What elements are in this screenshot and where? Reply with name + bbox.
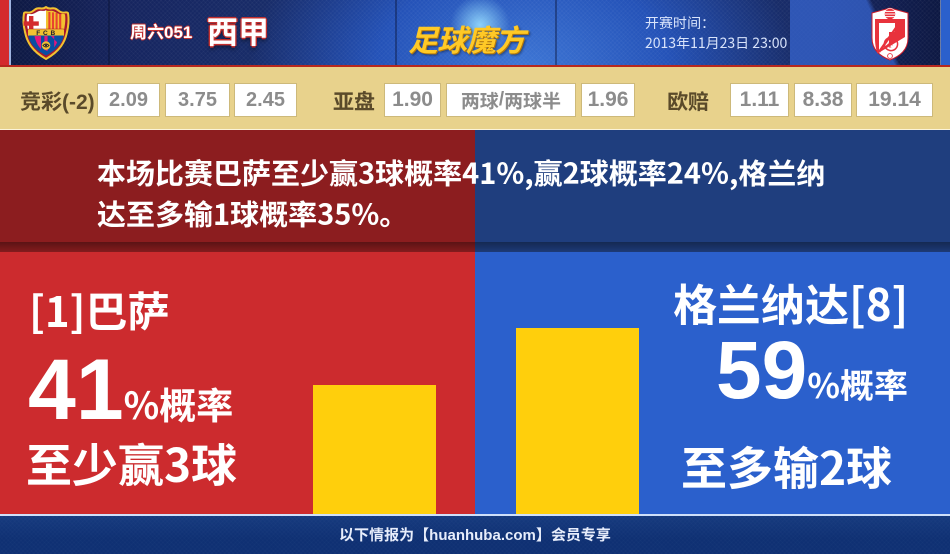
svg-text:F: F [889, 40, 894, 49]
